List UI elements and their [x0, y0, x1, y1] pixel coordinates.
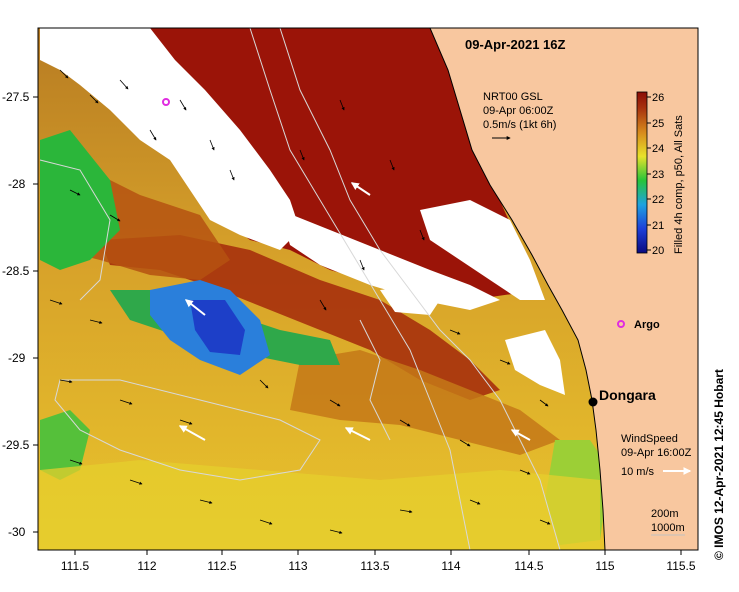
orange-water-band — [290, 350, 560, 455]
colorbar-label: Filled 4h comp, p50, All Sats — [673, 115, 685, 254]
current-source-label: NRT00 GSL — [483, 91, 543, 103]
colorbar-scale — [636, 91, 648, 254]
contour-1000m-label: 1000m — [651, 522, 685, 534]
colorbar-tick-label: 24 — [652, 143, 664, 155]
y-tick-label: -28 — [8, 177, 26, 191]
map-plot-area — [38, 28, 698, 550]
x-tick-label: 112 — [137, 559, 156, 573]
cloud-mask-north — [40, 28, 300, 250]
contour-200m-label: 200m — [651, 508, 679, 520]
y-tick-label: -27.5 — [2, 90, 30, 104]
wind-legend: WindSpeed 09-Apr 16:00Z 10 m/s — [621, 433, 692, 478]
x-tick-label: 112.5 — [207, 559, 236, 573]
y-tick-label: -29 — [8, 351, 26, 365]
wind-time-label: 09-Apr 16:00Z — [621, 447, 692, 459]
colorbar-ticks — [647, 96, 651, 251]
colorbar: 26 25 24 23 22 21 20 Filled 4h comp, p50… — [636, 91, 685, 257]
plot-border — [37, 27, 699, 551]
x-tick-label: 113 — [288, 559, 307, 573]
argo-label: Argo — [634, 319, 660, 331]
depth-contour-lines — [39, 28, 561, 550]
yellow-water-south — [40, 460, 600, 550]
x-tick-label: 111.5 — [61, 559, 90, 573]
wind-title-label: WindSpeed — [621, 433, 678, 445]
coastline — [429, 28, 606, 550]
x-tick-label: 113.5 — [360, 559, 389, 573]
colorbar-tick-label: 23 — [652, 169, 664, 181]
x-tick-label: 115.5 — [666, 559, 695, 573]
cloud-mask-coast-2 — [505, 330, 565, 395]
y-tick-label: -29.5 — [2, 438, 30, 452]
cloud-mask-small — [380, 285, 440, 315]
current-time-label: 09-Apr 06:00Z — [483, 105, 554, 117]
land-western-australia — [430, 28, 698, 550]
colorbar-tick-label: 20 — [652, 245, 664, 257]
current-vector-legend: NRT00 GSL 09-Apr 06:00Z 0.5m/s (1kt 6h) — [483, 91, 556, 140]
argo-float-marker — [162, 98, 625, 328]
colorbar-tick-label: 21 — [652, 220, 664, 232]
dongara-marker — [588, 397, 598, 407]
dongara-label: Dongara — [599, 387, 656, 403]
current-vectors — [49, 69, 551, 534]
x-axis-ticks — [74, 550, 682, 555]
wind-arrows — [178, 182, 531, 441]
current-scale-label: 0.5m/s (1kt 6h) — [483, 119, 556, 131]
y-axis-ticks — [33, 96, 38, 533]
x-tick-label: 114 — [441, 559, 460, 573]
copyright-text: © IMOS 12-Apr-2021 12:45 Hobart — [712, 369, 726, 560]
colorbar-tick-label: 22 — [652, 194, 664, 206]
x-tick-label: 115 — [595, 559, 614, 573]
cloud-mask-diagonal — [280, 210, 500, 310]
cloud-mask-coast — [420, 200, 545, 300]
colorbar-tick-label: 26 — [652, 92, 664, 104]
map-title: 09-Apr-2021 16Z — [465, 37, 565, 52]
depth-contour-legend: 200m 1000m — [651, 508, 685, 536]
colorbar-tick-label: 25 — [652, 118, 664, 130]
y-tick-labels: -27.5 -28 -28.5 -29 -29.5 -30 — [2, 90, 30, 539]
x-tick-label: 114.5 — [514, 559, 543, 573]
y-tick-label: -28.5 — [2, 264, 30, 278]
x-tick-labels: 111.5 112 112.5 113 113.5 114 114.5 115 … — [61, 559, 696, 573]
wind-scale-label: 10 m/s — [621, 466, 655, 478]
y-tick-label: -30 — [8, 525, 26, 539]
